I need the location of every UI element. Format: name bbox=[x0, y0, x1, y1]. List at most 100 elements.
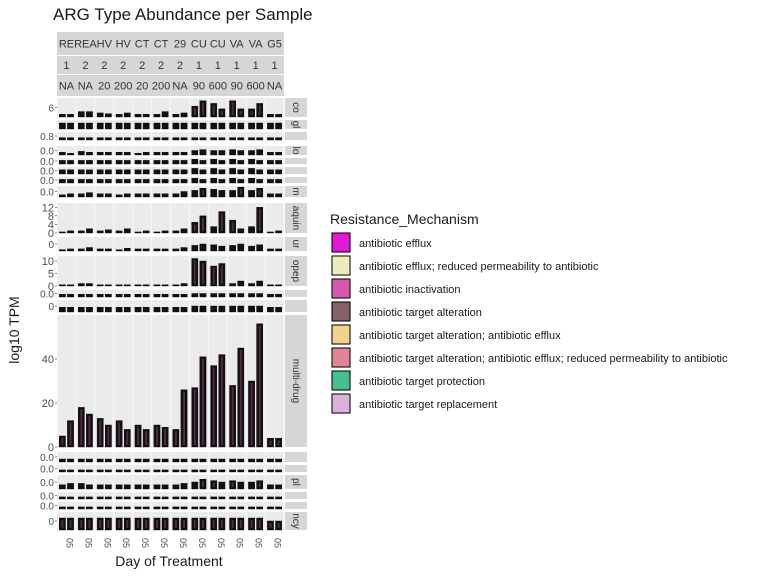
column-strip-label: NA bbox=[59, 81, 75, 93]
bar bbox=[191, 387, 199, 448]
bar bbox=[229, 506, 236, 510]
bar bbox=[267, 484, 274, 490]
bar bbox=[134, 193, 142, 198]
bar bbox=[161, 122, 169, 130]
bar bbox=[229, 219, 236, 234]
bar bbox=[267, 193, 274, 198]
bar bbox=[191, 190, 199, 198]
bar bbox=[210, 158, 218, 165]
bar bbox=[86, 484, 93, 490]
bar bbox=[191, 293, 199, 298]
bar bbox=[267, 160, 274, 165]
bar-fill-accent bbox=[202, 263, 204, 284]
bar bbox=[67, 179, 74, 184]
bar bbox=[172, 114, 180, 118]
row-strip bbox=[285, 177, 307, 183]
bar bbox=[67, 122, 74, 130]
facet-panel: lo 0.0 bbox=[40, 146, 307, 158]
bar-fill-accent bbox=[239, 520, 242, 528]
x-tick-labels: 05 05 05 05 05 05 05 05 05 05 05 05 bbox=[64, 538, 282, 548]
x-tick-label: 05 bbox=[216, 538, 226, 548]
y-tick-label: 0.0 bbox=[40, 290, 54, 301]
y-tick-label: 0 bbox=[48, 228, 54, 240]
bar bbox=[248, 469, 255, 473]
bar bbox=[172, 284, 180, 287]
bar bbox=[142, 307, 150, 313]
bar bbox=[191, 245, 199, 252]
bar bbox=[67, 230, 74, 234]
y-tick-label: 0 bbox=[48, 240, 54, 251]
bar bbox=[153, 248, 161, 252]
bar bbox=[267, 496, 274, 500]
bar bbox=[115, 194, 123, 198]
bar-fill-accent bbox=[193, 224, 196, 231]
bar bbox=[134, 517, 142, 531]
y-tick-label: 0.0 bbox=[40, 453, 54, 464]
bar bbox=[229, 100, 236, 118]
bar bbox=[59, 517, 66, 531]
bar bbox=[123, 458, 131, 463]
y-tick-label: 0.0 bbox=[40, 147, 54, 158]
x-tick-label: 05 bbox=[159, 538, 169, 548]
bar bbox=[134, 307, 142, 313]
bar-fill-accent bbox=[220, 356, 223, 445]
bar bbox=[123, 469, 131, 473]
facet-panel: 0.8 bbox=[40, 132, 307, 143]
bar bbox=[134, 294, 142, 298]
bar bbox=[180, 389, 188, 448]
bar bbox=[218, 245, 226, 252]
bar bbox=[275, 248, 282, 252]
bar bbox=[210, 122, 218, 130]
row-strip bbox=[285, 452, 307, 462]
bar-fill-accent bbox=[220, 520, 223, 528]
bar-fill-accent bbox=[277, 440, 280, 445]
bar bbox=[248, 380, 255, 448]
bar bbox=[59, 169, 66, 175]
bar bbox=[115, 469, 123, 473]
bar bbox=[248, 190, 255, 198]
bar bbox=[229, 385, 236, 448]
bar bbox=[199, 506, 207, 510]
bar bbox=[115, 484, 123, 490]
bar bbox=[123, 193, 131, 198]
bar bbox=[67, 160, 74, 165]
y-tick-label: 20 bbox=[42, 398, 54, 410]
bar bbox=[67, 152, 74, 156]
column-strip-label: 200 bbox=[152, 81, 170, 93]
bar bbox=[229, 458, 236, 463]
bar bbox=[123, 294, 131, 298]
bar bbox=[115, 517, 123, 531]
bar bbox=[161, 111, 169, 118]
bar bbox=[153, 152, 161, 156]
bar bbox=[105, 229, 112, 234]
bar bbox=[248, 283, 255, 287]
column-strip-label: 2 bbox=[177, 60, 183, 72]
bar bbox=[86, 228, 93, 234]
bar bbox=[256, 280, 264, 287]
bar bbox=[237, 305, 245, 313]
column-strip-label: HV bbox=[97, 39, 113, 51]
bar bbox=[248, 150, 255, 156]
bar bbox=[77, 294, 85, 298]
bar bbox=[191, 258, 199, 287]
bar bbox=[67, 483, 74, 490]
column-strip-label: 2 bbox=[120, 60, 126, 72]
bar bbox=[134, 424, 142, 448]
bar bbox=[180, 228, 188, 234]
bar bbox=[134, 231, 142, 234]
bar bbox=[134, 152, 142, 156]
bar bbox=[172, 248, 180, 252]
bar bbox=[210, 469, 218, 473]
column-strip-label: 2 bbox=[101, 60, 107, 72]
bar bbox=[161, 230, 169, 234]
bar bbox=[275, 160, 282, 165]
bar-fill-accent bbox=[250, 520, 253, 528]
bar bbox=[256, 496, 264, 500]
bar bbox=[199, 122, 207, 130]
bar bbox=[59, 231, 66, 234]
bar bbox=[199, 187, 207, 198]
bar bbox=[59, 137, 66, 141]
bar-fill-accent bbox=[269, 440, 272, 445]
bar bbox=[180, 191, 188, 198]
bar bbox=[210, 496, 218, 500]
